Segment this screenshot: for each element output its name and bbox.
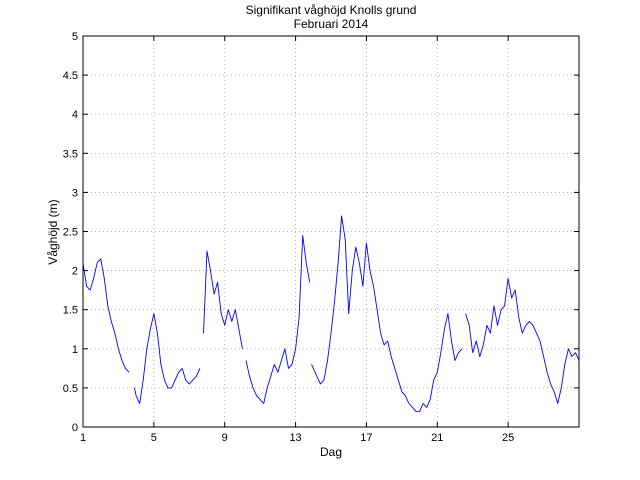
series-line-segment-3	[203, 250, 243, 349]
y-tick-label: 2	[72, 266, 78, 278]
series-line-segment-5	[311, 215, 463, 412]
series-line-segment-1	[82, 258, 130, 373]
y-tick-label: 0	[72, 422, 78, 434]
x-tick-label: 1	[80, 432, 86, 444]
x-tick-label: 13	[289, 432, 301, 444]
y-tick-label: 2.5	[63, 227, 78, 239]
grid-lines	[83, 36, 579, 427]
x-tick-label: 5	[151, 432, 157, 444]
y-tick-label: 0.5	[63, 383, 78, 395]
series-line-segment-4	[245, 234, 311, 404]
chart-title: Signifikant våghöjd Knolls grund	[246, 3, 417, 17]
series-line-segment-6	[465, 277, 580, 404]
series-line-segment-2	[133, 313, 201, 404]
x-axis-label: Dag	[320, 445, 342, 459]
x-tick-label: 17	[360, 432, 372, 444]
x-tick-label: 9	[222, 432, 228, 444]
y-tick-label: 3	[72, 187, 78, 199]
x-tick-label: 25	[502, 432, 514, 444]
y-tick-label: 4	[72, 109, 78, 121]
chart-subtitle: Februari 2014	[294, 17, 369, 31]
x-tick-label: 21	[431, 432, 443, 444]
y-tick-label: 4.5	[63, 70, 78, 82]
series-group	[82, 215, 580, 412]
y-axis-label: Våghöjd (m)	[46, 199, 60, 264]
axis-ticks: 0 0.5 1 1.5 2 2.5 3 3.5 4 4.5 5 1 5 9 13 17 21 25	[63, 31, 579, 444]
y-tick-label: 3.5	[63, 148, 78, 160]
y-tick-label: 5	[72, 31, 78, 43]
y-tick-label: 1.5	[63, 305, 78, 317]
y-tick-label: 1	[72, 344, 78, 356]
